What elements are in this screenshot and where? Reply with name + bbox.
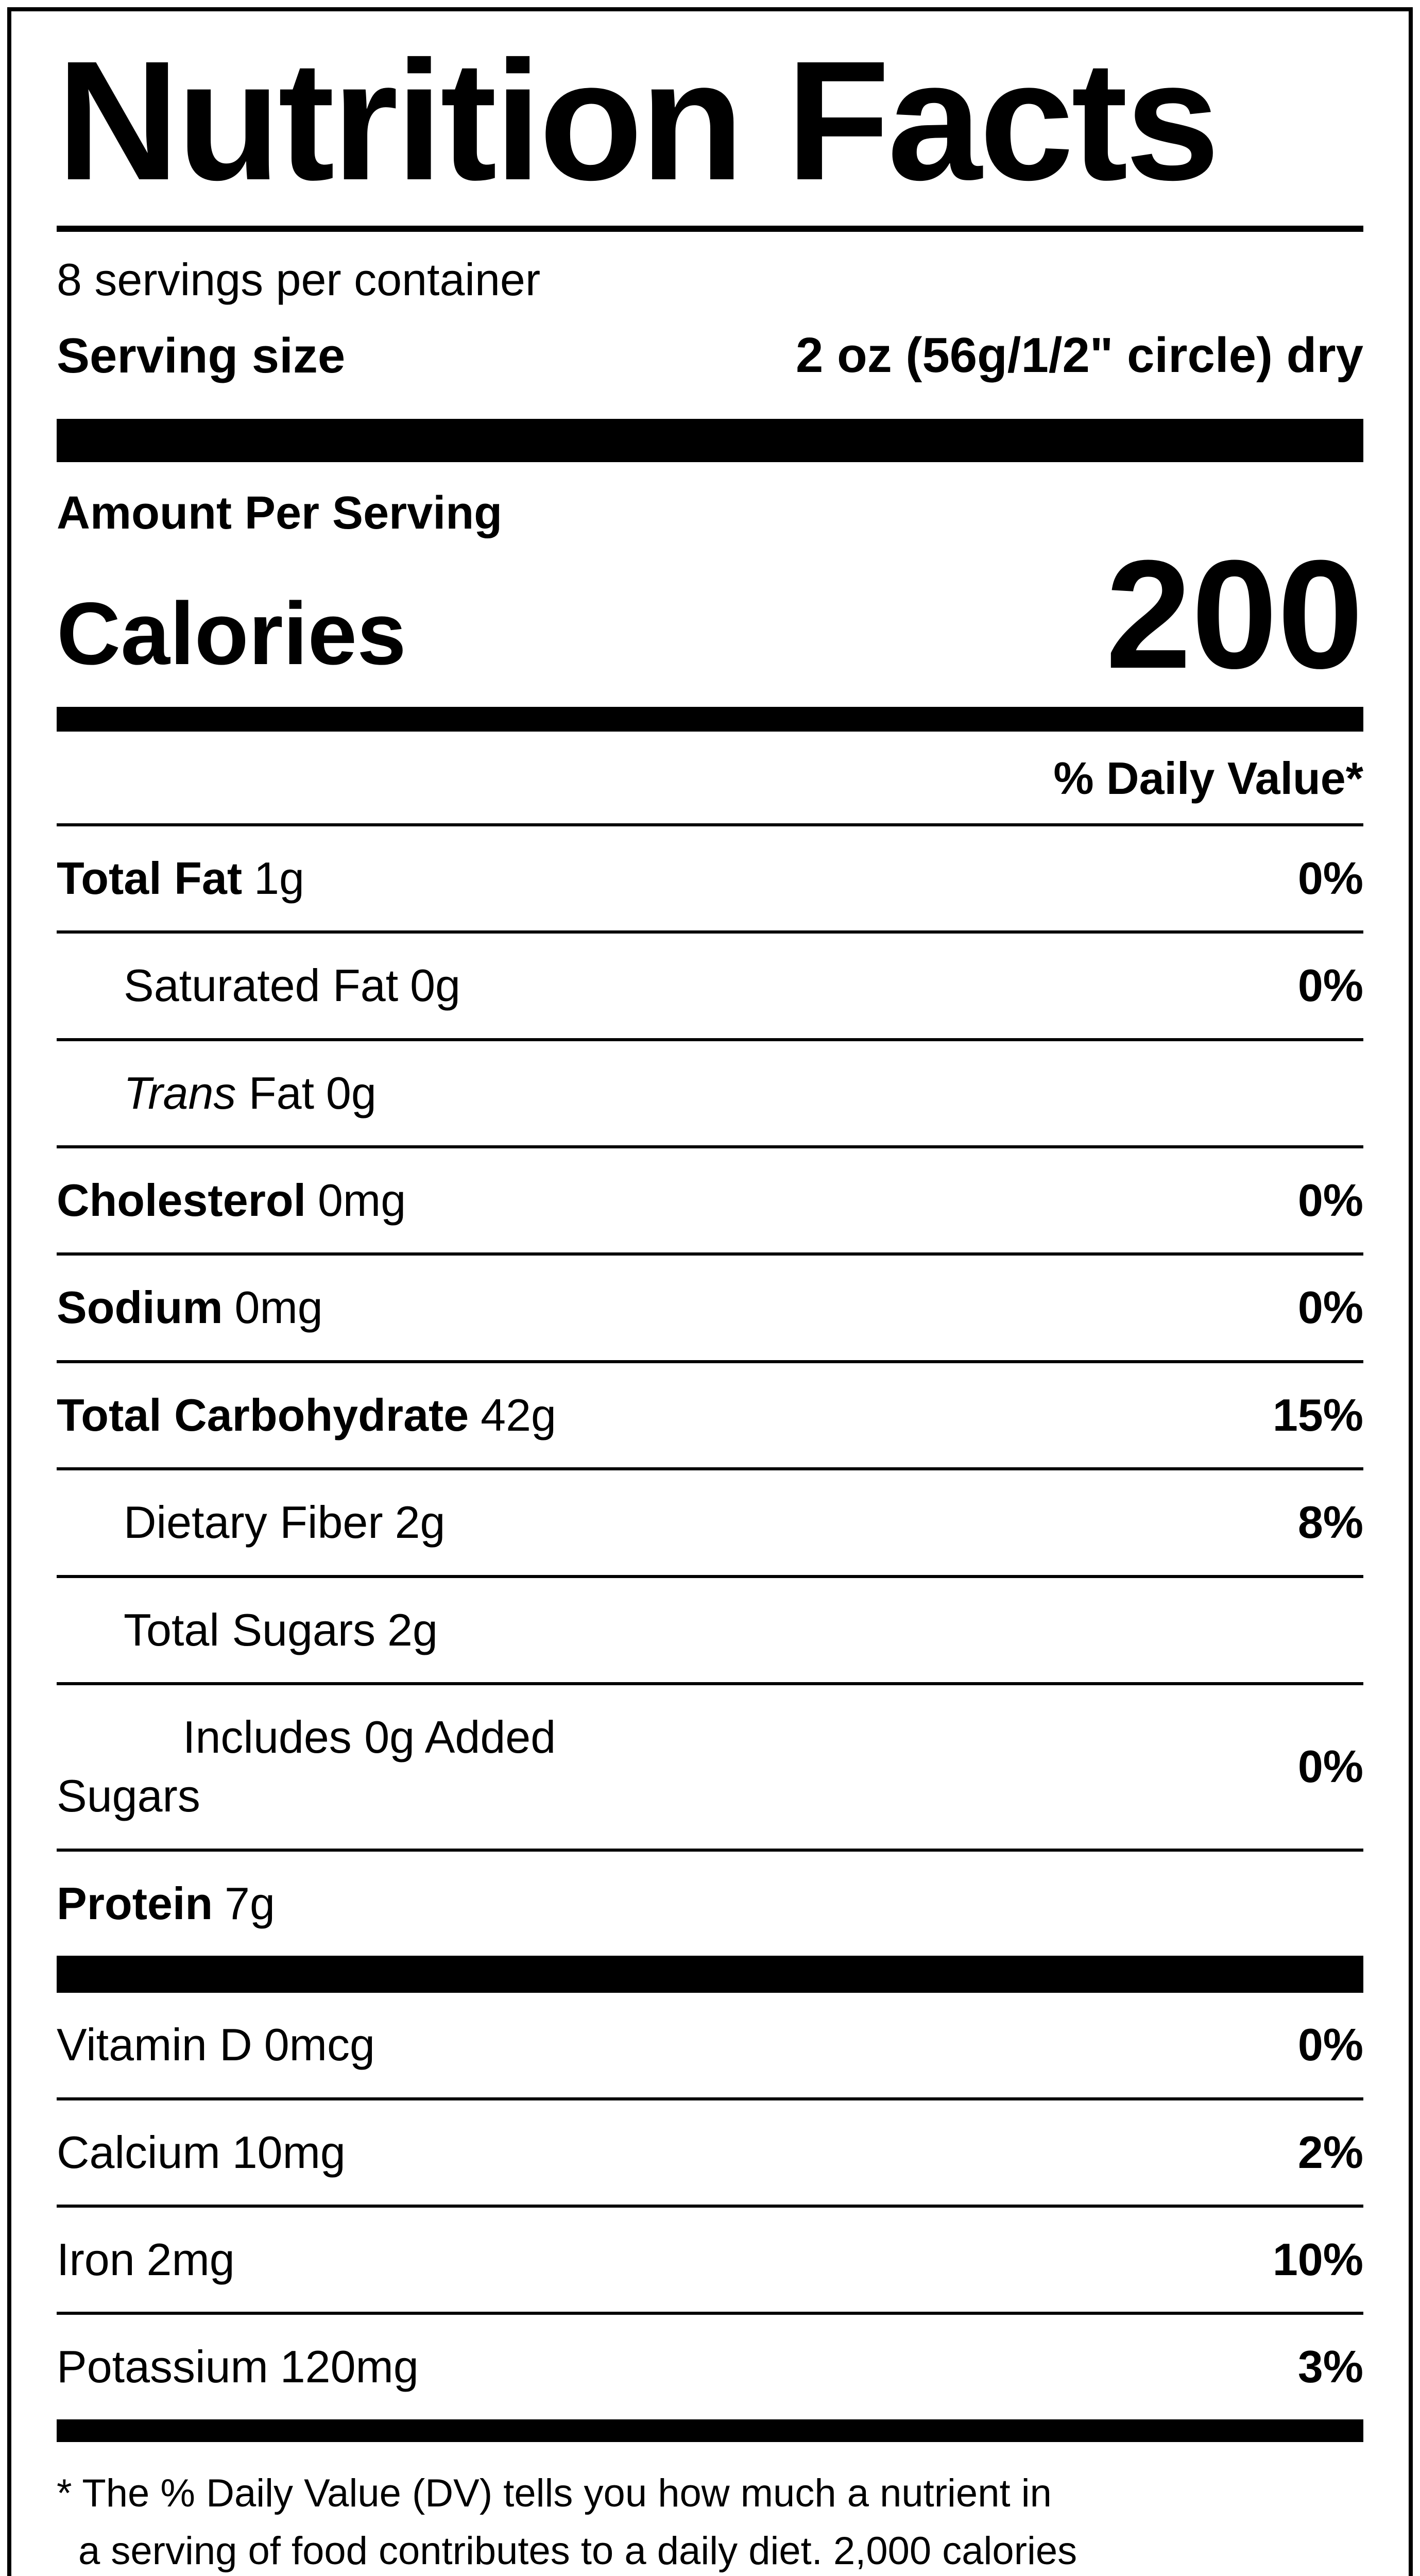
nutrient-name: Protein [57, 1877, 213, 1929]
nutrient-amount: 7g [225, 1877, 275, 1929]
calories-label: Calories [57, 584, 406, 684]
nutrient-row: Saturated Fat 0g 0% [57, 930, 1363, 1038]
nutrient-amount: 1g [254, 852, 304, 904]
nutrient-row: Calcium 10mg 2% [57, 2097, 1363, 2205]
nutrient-amount: 0mg [234, 1282, 323, 1333]
serving-size-label: Serving size [57, 328, 346, 383]
nutrient-row: Sodium 0mg 0% [57, 1252, 1363, 1360]
nutrient-text: Calcium 10mg [57, 2123, 1277, 2182]
nutrient-row: Total Carbohydrate 42g 15% [57, 1360, 1363, 1467]
nutrition-facts-label: Nutrition Facts 8 servings per container… [7, 7, 1413, 2576]
serving-size-row: Serving size 2 oz (56g/1/2" circle) dry [57, 312, 1363, 418]
nutrient-amount: 0mcg [264, 2019, 375, 2071]
nutrient-amount: 120mg [280, 2341, 419, 2393]
nutrient-row: Iron 2mg 10% [57, 2204, 1363, 2312]
calories-row: Calories 200 [57, 527, 1363, 707]
serving-size-value: 2 oz (56g/1/2" circle) dry [796, 328, 1363, 383]
nutrient-text: Total Sugars 2g [57, 1601, 1343, 1659]
nutrient-name: Vitamin D [57, 2019, 252, 2071]
nutrient-amount: 10mg [232, 2126, 346, 2178]
title-rule [57, 226, 1363, 232]
nutrient-amount: 0g [410, 960, 460, 1011]
footnote-line: a serving of food contributes to a daily… [78, 2529, 1077, 2573]
nutrient-amount: 0mg [317, 1175, 406, 1226]
nutrient-row: Vitamin D 0mcg 0% [57, 1993, 1363, 2097]
nutrient-name: Total Carbohydrate [57, 1389, 469, 1440]
amount-per-serving-label: Amount Per Serving [57, 487, 503, 539]
footnote-line: * The % Daily Value (DV) tells you how m… [57, 2471, 1052, 2515]
nutrient-text: Vitamin D 0mcg [57, 2015, 1277, 2074]
servings-per-container: 8 servings per container [57, 254, 541, 306]
nutrients-section: Total Fat 1g 0% Saturated Fat 0g 0% Trans … [57, 823, 1363, 1956]
nutrient-daily-value: 0% [1297, 1741, 1363, 1792]
nutrient-row: Protein 7g [57, 1848, 1363, 1956]
nutrient-row: Total Fat 1g 0% [57, 823, 1363, 930]
nutrient-name: Fat [236, 1067, 315, 1118]
nutrient-text: Total Carbohydrate 42g [57, 1386, 1252, 1445]
nutrient-name: Cholesterol [57, 1175, 306, 1226]
nutrient-text: Total Fat 1g [57, 849, 1277, 908]
nutrient-row: Potassium 120mg 3% [57, 2312, 1363, 2419]
nutrient-text: Sodium 0mg [57, 1278, 1277, 1337]
nutrient-name: Saturated Fat [124, 960, 399, 1011]
divider-bar-bottom [57, 2419, 1363, 2442]
nutrient-daily-value: 2% [1297, 2126, 1363, 2178]
nutrient-daily-value: 10% [1272, 2233, 1363, 2285]
divider-bar-protein [57, 1956, 1363, 1993]
nutrient-daily-value: 0% [1297, 2019, 1363, 2071]
nutrient-amount: 2g [387, 1604, 438, 1655]
divider-bar-thick [57, 418, 1363, 462]
nutrient-text: Dietary Fiber 2g [57, 1493, 1277, 1552]
nutrient-name: Sodium [57, 1282, 223, 1333]
calories-value: 200 [1105, 527, 1363, 701]
vitamins-section: Vitamin D 0mcg 0% Calcium 10mg 2% Iron 2mg … [57, 1993, 1363, 2419]
footnote: * The % Daily Value (DV) tells you how m… [57, 2442, 1363, 2576]
nutrient-text: Protein 7g [57, 1874, 1343, 1933]
nutrient-amount: 42g [481, 1389, 556, 1440]
nutrient-row: Total Sugars 2g [57, 1574, 1363, 1682]
nutrient-text: Cholesterol 0mg [57, 1171, 1277, 1230]
nutrient-name: Iron [57, 2233, 135, 2285]
nutrient-row: Trans Fat 0g [57, 1038, 1363, 1145]
label-title: Nutrition Facts [57, 25, 1220, 215]
nutrient-text: Includes 0g Added Sugars [57, 1708, 675, 1826]
nutrient-row: Includes 0g Added Sugars 0% [57, 1682, 1363, 1849]
nutrient-text: Trans Fat 0g [57, 1064, 1343, 1123]
nutrient-row: Dietary Fiber 2g 8% [57, 1467, 1363, 1574]
nutrient-daily-value: 0% [1297, 960, 1363, 1011]
nutrient-text: Saturated Fat 0g [57, 956, 1277, 1015]
nutrient-daily-value: 8% [1297, 1497, 1363, 1548]
nutrient-text: Potassium 120mg [57, 2337, 1277, 2396]
nutrient-daily-value: 0% [1297, 1282, 1363, 1333]
nutrient-row: Cholesterol 0mg 0% [57, 1145, 1363, 1252]
divider-bar-medium [57, 706, 1363, 732]
nutrient-name: Calcium [57, 2126, 220, 2178]
nutrient-text: Iron 2mg [57, 2230, 1252, 2289]
nutrient-name: Total Sugars [124, 1604, 376, 1655]
nutrient-name: Dietary Fiber [124, 1497, 383, 1548]
nutrient-daily-value: 0% [1297, 1175, 1363, 1226]
daily-value-header: % Daily Value* [1053, 752, 1363, 804]
nutrient-amount: 0g [326, 1067, 377, 1118]
nutrient-daily-value: 3% [1297, 2341, 1363, 2393]
nutrient-name-italic: Trans [124, 1067, 236, 1118]
nutrient-amount: 2g [395, 1497, 446, 1548]
nutrient-daily-value: 15% [1272, 1389, 1363, 1440]
nutrient-daily-value: 0% [1297, 852, 1363, 904]
nutrient-name: Potassium [57, 2341, 268, 2393]
nutrient-name: Total Fat [57, 852, 243, 904]
nutrient-name: Includes 0g Added Sugars [57, 1711, 556, 1822]
nutrient-amount: 2mg [146, 2233, 235, 2285]
